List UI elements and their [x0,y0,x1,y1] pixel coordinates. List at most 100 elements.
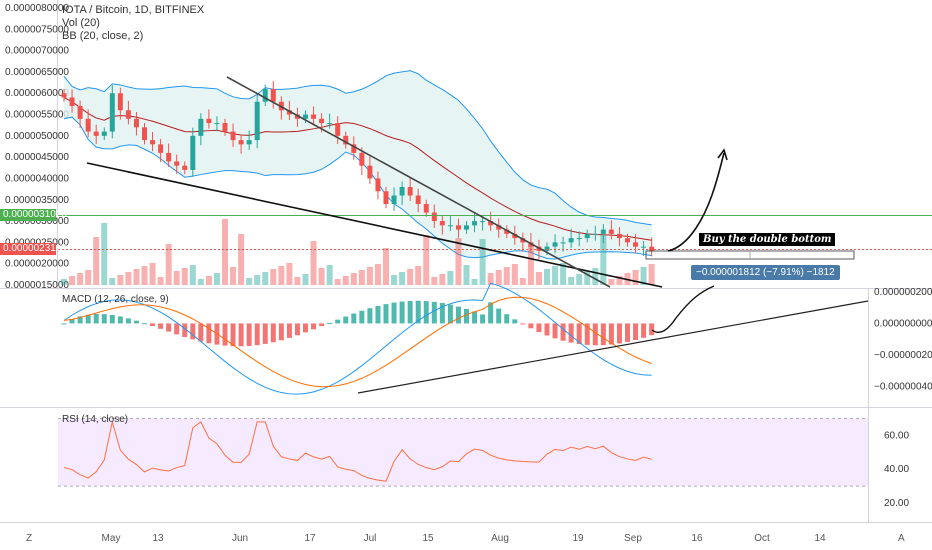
rsi-indicator-label[interactable]: RSI (14, close) [62,414,129,425]
candle-body [560,242,566,244]
candle-body [133,118,139,128]
auto-scale-button[interactable]: A [898,533,905,544]
macd-histogram-bar [335,319,341,324]
candle-body [343,135,349,145]
volume-bar [278,266,285,285]
candle-body [246,140,252,145]
candle-body [584,233,590,239]
volume-bar [61,279,67,285]
volume-bar [535,272,542,285]
volume-bar [141,266,148,285]
volume-bar [326,265,333,285]
candle-body [190,135,196,170]
candle-body [351,144,357,153]
volume-bar [189,265,196,285]
macd-histogram-bar [109,315,115,324]
macd-histogram-bar [600,323,606,346]
macd-histogram-bar [488,302,494,324]
macd-histogram-bar [576,323,582,344]
macd-histogram-bar [423,301,429,324]
volume-bar [109,278,116,285]
macd-histogram-bar [198,323,204,342]
price-tick-label: 0.0000035000 [5,195,69,206]
candle-body [616,233,622,239]
volume-bar [552,266,559,285]
candle-body [512,233,518,239]
macd-histogram-bar [327,322,333,324]
volume-bar [383,248,389,285]
macd-histogram-bar [584,323,590,345]
macd-histogram-bar [222,323,228,346]
price-measure-label[interactable]: −0.000001812 (−7.91%) −1812 [691,265,840,280]
candle-body [399,186,405,196]
volume-bar [519,278,526,285]
volume-bar [495,270,502,285]
volume-bar [93,237,100,285]
macd-tick-label: 0.0000000000 [874,318,932,329]
candle-body [69,97,75,107]
macd-histogram-bar [270,323,276,343]
volume-bar [640,267,647,285]
macd-histogram-bar [142,323,147,325]
macd-histogram-bar [319,323,325,327]
macd-indicator-label[interactable]: MACD (12, 26, close, 9) [62,294,169,305]
volume-bar [310,241,317,285]
macd-histogram-bar [206,323,212,344]
timezone-button[interactable]: Z [26,533,33,544]
price-tick-label: 0.0000020000 [5,259,69,270]
macd-histogram-bar [504,314,510,324]
candle-body [335,123,341,136]
chart-legend: IOTA / Bitcoin, 1D, BITFINEX Vol (20) BB… [62,4,204,43]
candle-body [608,229,614,234]
candle-body [439,221,445,226]
volume-bar [407,269,414,285]
candle-body [431,212,437,222]
price-tick-label: 0.0000015000 [5,280,69,291]
time-axis-label: 14 [814,533,826,544]
macd-histogram-bar [254,323,260,346]
volume-bar [527,245,534,285]
candle-body [142,127,147,141]
macd-histogram-bar [399,301,405,324]
volume-bar [479,239,486,285]
candle-body [641,246,647,248]
volume-bar [503,267,510,285]
candle-body [544,246,550,251]
candle-body [174,161,180,166]
candle-body [93,131,99,136]
projection-curve [667,152,725,252]
price-tick-label: 0.0000070000 [5,46,69,57]
macd-histogram-bar [391,302,397,324]
projection-arrowhead [717,148,728,161]
volume-bar [576,274,583,285]
candle-body [254,101,260,141]
volume-bar [197,279,204,285]
volume-bar [439,274,446,285]
macd-signal-line [63,296,652,388]
macd-histogram-bar [150,323,156,326]
macd-histogram-bar [415,300,421,324]
candle-body [480,221,486,223]
macd-histogram-bar [101,314,107,324]
macd-histogram-bar [367,308,373,324]
macd-histogram-bar [85,314,91,324]
candle-body [327,123,333,125]
symbol-title[interactable]: IOTA / Bitcoin, 1D, BITFINEX [62,4,205,16]
price-tick-label: 0.0000060000 [5,88,69,99]
macd-tick-label: 0.0000002000 [874,287,932,298]
time-axis-label: 19 [572,533,584,544]
volume-bar [568,277,575,285]
candle-body [230,131,236,141]
candle-body [455,225,461,230]
buy-callout-annotation[interactable]: Buy the double bottom [699,233,836,246]
volume-bar [125,272,132,285]
macd-histogram-bar [464,308,469,324]
macd-histogram-bar [61,323,67,325]
volume-indicator-label[interactable]: Vol (20) [62,17,100,29]
macd-line [63,282,652,395]
time-axis-label: Jun [232,533,248,544]
bollinger-lower-line [63,116,652,260]
candle-body [415,195,421,205]
candle-body [391,195,397,205]
bollinger-indicator-label[interactable]: BB (20, close, 2) [62,30,144,42]
